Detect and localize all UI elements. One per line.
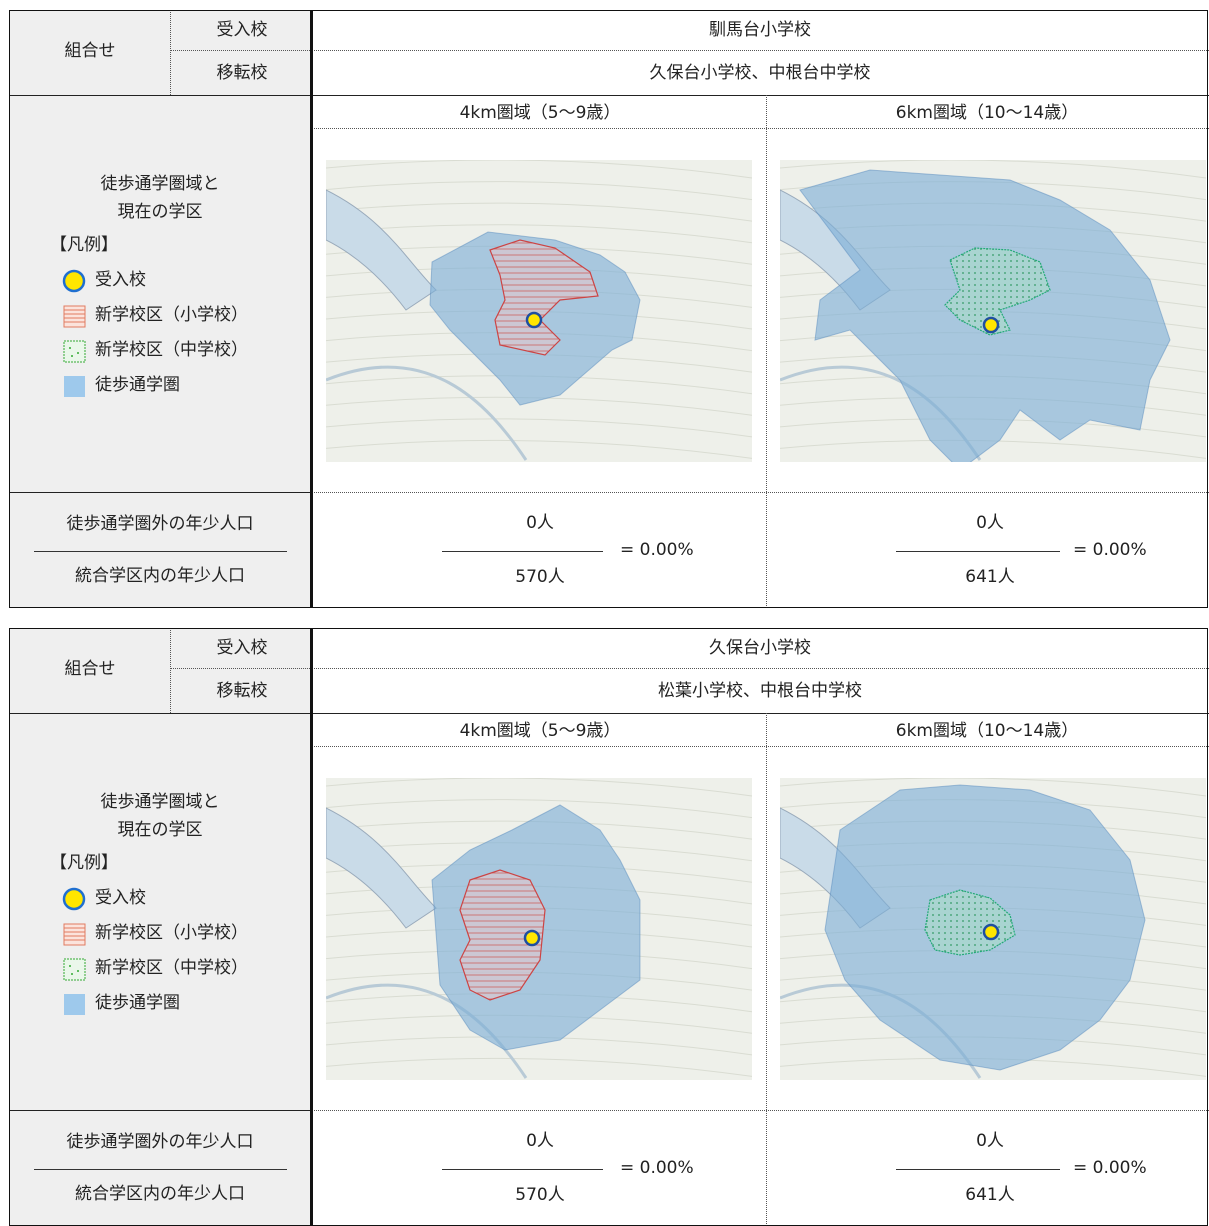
receiving-school: 久保台小学校 [709,640,811,657]
legend-icon [62,269,88,295]
denominator: 641人 [965,1187,1014,1204]
rule [896,1169,1060,1170]
population-numerator-label: 徒歩通学圏外の年少人口 [67,1134,254,1151]
area-title: 現在の学区 [118,204,203,221]
area-title: 徒歩通学圏域と [101,794,220,811]
legend-item: 受入校 [95,272,146,289]
legend-icon [62,374,88,400]
rule [442,551,603,552]
ratio: = 0.00% [1073,542,1147,559]
legend-icon [62,957,88,983]
area-title: 現在の学区 [118,822,203,839]
population-denominator-label: 統合学区内の年少人口 [75,568,245,585]
numerator: 0人 [976,1133,1004,1150]
legend-icon [62,992,88,1018]
numerator: 0人 [526,1133,554,1150]
receiving-school: 馴馬台小学校 [709,22,811,39]
legend-item: 受入校 [95,890,146,907]
legend-item: 徒歩通学圏 [95,377,180,394]
combo-label: 組合せ [65,661,116,678]
zone-header: 4km圏域（5〜9歳） [460,105,621,122]
ratio: = 0.00% [620,1160,694,1177]
numerator: 0人 [976,515,1004,532]
zone-header: 6km圏域（10〜14歳） [896,105,1078,122]
receiving-label: 受入校 [217,22,268,39]
legend-icon [62,922,88,948]
denominator: 570人 [515,1187,564,1204]
legend-icon [62,304,88,330]
legend-item: 徒歩通学圏 [95,995,180,1012]
legend-title: 【凡例】 [50,855,118,872]
legend-item: 新学校区（小学校） [95,307,248,324]
transfer-label: 移転校 [217,683,268,700]
rule [442,1169,603,1170]
numerator: 0人 [526,515,554,532]
rule [34,551,287,552]
transfer-schools: 久保台小学校、中根台中学校 [650,65,871,82]
rule [34,1169,287,1170]
legend-item: 新学校区（中学校） [95,342,248,359]
rule [896,551,1060,552]
combo-label: 組合せ [65,43,116,60]
transfer-schools: 松葉小学校、中根台中学校 [658,683,862,700]
denominator: 641人 [965,569,1014,586]
legend-icon [62,887,88,913]
legend-item: 新学校区（小学校） [95,925,248,942]
zone-header: 6km圏域（10〜14歳） [896,723,1078,740]
transfer-label: 移転校 [217,65,268,82]
receiving-label: 受入校 [217,640,268,657]
ratio: = 0.00% [620,542,694,559]
denominator: 570人 [515,569,564,586]
population-numerator-label: 徒歩通学圏外の年少人口 [67,516,254,533]
legend-icon [62,339,88,365]
zone-header: 4km圏域（5〜9歳） [460,723,621,740]
legend-title: 【凡例】 [50,237,118,254]
ratio: = 0.00% [1073,1160,1147,1177]
area-title: 徒歩通学圏域と [101,176,220,193]
page: 組合せ受入校移転校馴馬台小学校久保台小学校、中根台中学校徒歩通学圏域と現在の学区… [0,0,1209,1216]
population-denominator-label: 統合学区内の年少人口 [75,1186,245,1203]
legend-item: 新学校区（中学校） [95,960,248,977]
